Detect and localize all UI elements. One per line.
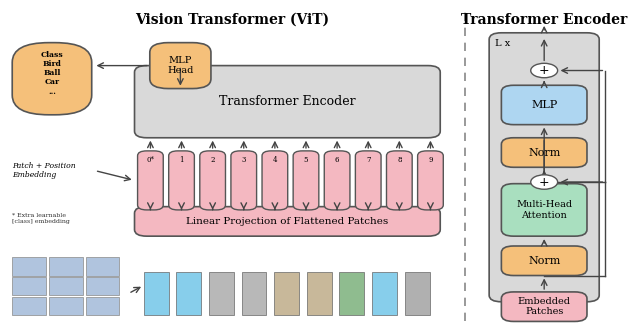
Bar <box>209 272 234 315</box>
Text: Embedded
Patches: Embedded Patches <box>518 297 571 317</box>
FancyBboxPatch shape <box>293 151 319 210</box>
Text: 2: 2 <box>211 156 215 164</box>
FancyBboxPatch shape <box>355 151 381 210</box>
FancyBboxPatch shape <box>262 151 288 210</box>
Text: 8: 8 <box>397 156 401 164</box>
Text: Linear Projection of Flattened Patches: Linear Projection of Flattened Patches <box>186 217 388 226</box>
FancyBboxPatch shape <box>150 43 211 89</box>
Text: +: + <box>539 64 550 77</box>
Circle shape <box>531 175 557 189</box>
FancyBboxPatch shape <box>134 207 440 236</box>
Bar <box>12 277 46 295</box>
FancyBboxPatch shape <box>134 66 440 138</box>
FancyBboxPatch shape <box>200 151 225 210</box>
FancyBboxPatch shape <box>501 85 587 125</box>
Text: 0*: 0* <box>147 156 154 164</box>
FancyBboxPatch shape <box>169 151 195 210</box>
Text: * Extra learnable
[class] embedding: * Extra learnable [class] embedding <box>12 213 70 224</box>
Bar <box>49 297 83 315</box>
FancyBboxPatch shape <box>231 151 257 210</box>
Text: Transformer Encoder: Transformer Encoder <box>461 13 627 27</box>
FancyBboxPatch shape <box>501 184 587 236</box>
FancyBboxPatch shape <box>387 151 412 210</box>
FancyBboxPatch shape <box>138 151 163 210</box>
Text: Patch + Position
Embedding: Patch + Position Embedding <box>12 162 76 179</box>
Bar <box>86 257 119 276</box>
Text: L x: L x <box>495 39 511 48</box>
Bar <box>49 277 83 295</box>
Text: MLP: MLP <box>531 100 557 110</box>
Text: +: + <box>539 175 550 189</box>
FancyBboxPatch shape <box>489 33 599 302</box>
FancyBboxPatch shape <box>418 151 444 210</box>
Text: MLP
Head: MLP Head <box>167 56 193 75</box>
Text: 4: 4 <box>273 156 277 164</box>
Text: Norm: Norm <box>528 256 561 266</box>
FancyBboxPatch shape <box>501 292 587 321</box>
FancyBboxPatch shape <box>501 138 587 167</box>
Text: 7: 7 <box>366 156 371 164</box>
Text: Multi-Head
Attention: Multi-Head Attention <box>516 200 572 220</box>
FancyBboxPatch shape <box>501 246 587 276</box>
Text: 6: 6 <box>335 156 339 164</box>
Bar <box>86 277 119 295</box>
Bar <box>307 272 332 315</box>
Text: Vision Transformer (ViT): Vision Transformer (ViT) <box>135 13 330 27</box>
FancyBboxPatch shape <box>324 151 350 210</box>
Bar <box>274 272 299 315</box>
Bar <box>144 272 168 315</box>
Bar <box>12 297 46 315</box>
Bar <box>12 257 46 276</box>
Bar <box>49 257 83 276</box>
Bar <box>372 272 397 315</box>
Text: 1: 1 <box>179 156 184 164</box>
FancyBboxPatch shape <box>12 43 92 115</box>
Bar <box>404 272 429 315</box>
Bar <box>86 297 119 315</box>
Text: Norm: Norm <box>528 148 561 157</box>
Bar <box>241 272 266 315</box>
Text: Class
Bird
Ball
Car
...: Class Bird Ball Car ... <box>40 51 63 96</box>
Text: Transformer Encoder: Transformer Encoder <box>219 95 356 108</box>
Text: 3: 3 <box>241 156 246 164</box>
Circle shape <box>531 63 557 78</box>
Text: 9: 9 <box>428 156 433 164</box>
Bar <box>339 272 364 315</box>
Bar <box>176 272 201 315</box>
Text: 5: 5 <box>304 156 308 164</box>
